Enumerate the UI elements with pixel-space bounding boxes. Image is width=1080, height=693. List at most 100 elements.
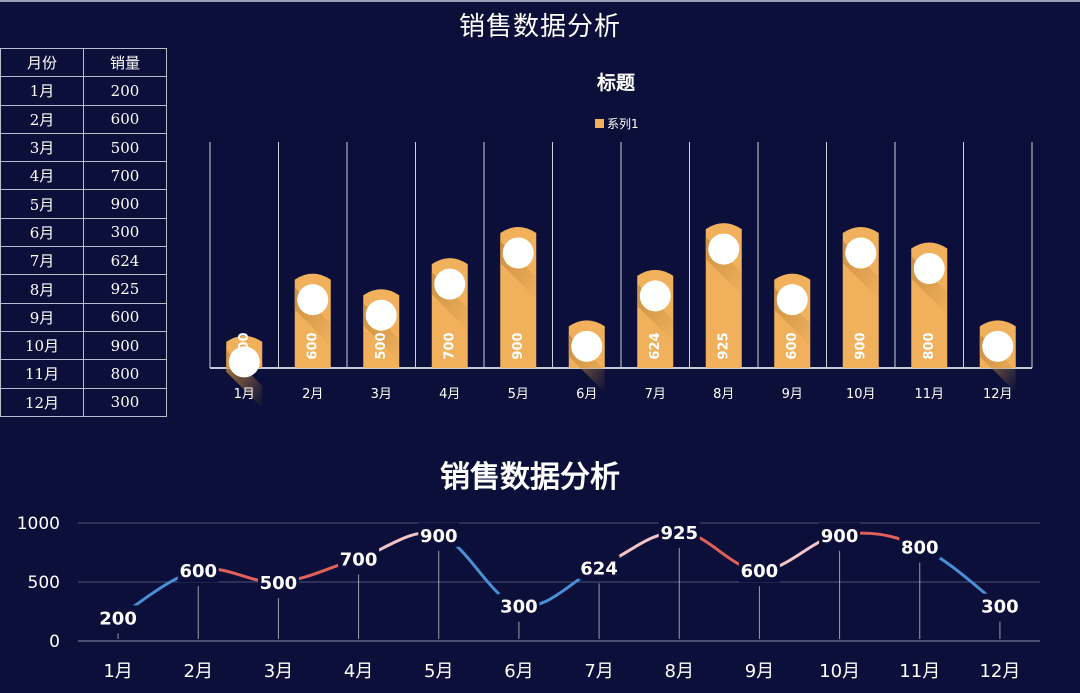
line-x-tick-label: 8月	[665, 661, 694, 682]
bar-x-tick-label: 11月	[914, 387, 944, 402]
line-data-label: 900	[821, 526, 859, 547]
table-row: 5月 900	[0, 189, 167, 219]
page-title: 销售数据分析	[458, 12, 621, 42]
line-data-label: 700	[340, 549, 378, 570]
month-cell: 8月	[0, 274, 84, 304]
data-label-backdrop	[177, 558, 219, 583]
line-x-tick-label: 2月	[184, 661, 213, 682]
line-x-tick-label: 7月	[584, 661, 613, 682]
table-row: 3月 500	[0, 132, 167, 163]
data-label-backdrop	[578, 555, 620, 580]
line-data-label: 624	[580, 558, 618, 579]
bar-marker-circle	[228, 346, 260, 378]
bar-marker-circle	[639, 280, 671, 312]
data-label-backdrop	[819, 522, 861, 547]
month-cell: 2月	[0, 104, 84, 134]
month-cell: 6月	[0, 217, 84, 248]
line-chart: 销售数据分析 0 500 1000 200 1月 600 2月 500 3月 700 4月 900 5月 3…	[17, 460, 1040, 682]
bar-data-label: 900	[853, 332, 868, 359]
table-row: 4月 700	[0, 161, 167, 191]
legend-swatch	[595, 119, 604, 128]
bar-x-tick-label: 5月	[508, 387, 529, 402]
bar-marker-circle	[297, 284, 329, 316]
line-x-tick-label: 4月	[344, 661, 373, 682]
sales-data-table: 月份 销量 1月 200 2月 600 3月 500 4月 700 5月 900 6月 300 7月 62…	[0, 47, 167, 417]
table-row: 10月 900	[0, 330, 167, 361]
month-cell: 9月	[0, 302, 84, 332]
bar-marker-circle	[845, 237, 877, 269]
line-x-tick-label: 1月	[103, 661, 132, 682]
sales-cell: 800	[83, 359, 167, 389]
bar-data-label: 600	[305, 332, 320, 359]
month-cell: 11月	[0, 359, 84, 389]
bar-x-tick-label: 6月	[576, 387, 597, 402]
month-cell: 1月	[0, 76, 84, 106]
line-x-tick-label: 9月	[745, 661, 774, 682]
bar-marker-circle	[708, 233, 740, 265]
data-label-backdrop	[899, 534, 941, 559]
bar-data-label: 800	[922, 332, 937, 359]
sales-cell: 624	[83, 246, 167, 276]
line-data-label: 600	[179, 561, 217, 582]
data-label-backdrop	[658, 519, 700, 544]
table-body: 1月 200 2月 600 3月 500 4月 700 5月 900 6月 300 7月 624 8月 925…	[0, 76, 167, 417]
bar-data-label: 900	[511, 332, 526, 359]
line-data-label: 600	[741, 561, 779, 582]
bar-data-label: 700	[442, 332, 457, 359]
y-tick-label: 500	[28, 573, 60, 593]
data-label-backdrop	[338, 546, 380, 571]
sales-cell: 925	[83, 274, 167, 304]
sales-cell: 500	[83, 132, 167, 163]
table-row: 8月 925	[0, 274, 167, 304]
bar-marker-circle	[982, 330, 1014, 362]
data-label-backdrop	[418, 522, 460, 547]
table-row: 11月 800	[0, 359, 167, 389]
line-data-label: 800	[901, 538, 939, 559]
bar-marker-circle	[365, 299, 397, 331]
sales-cell: 300	[83, 217, 167, 248]
line-x-tick-label: 11月	[899, 661, 940, 682]
line-data-label: 300	[981, 597, 1019, 618]
data-label-backdrop	[257, 570, 299, 594]
bar-x-tick-label: 1月	[234, 387, 255, 402]
data-label-backdrop	[498, 593, 540, 618]
table-header-row: 月份 销量	[0, 47, 167, 78]
bar-marker-circle	[776, 284, 808, 316]
sales-cell: 700	[83, 161, 167, 191]
column-header-month: 月份	[0, 47, 84, 78]
y-tick-label: 1000	[17, 514, 60, 534]
data-label-backdrop	[979, 593, 1021, 618]
legend-label: 系列1	[607, 117, 639, 131]
table-row: 12月 300	[0, 387, 167, 417]
bar-marker-circle	[913, 253, 945, 285]
column-header-sales: 销量	[83, 47, 167, 78]
bar-x-tick-label: 10月	[846, 387, 876, 402]
y-tick-label: 0	[49, 632, 60, 652]
table-row: 2月 600	[0, 104, 167, 134]
month-cell: 12月	[0, 387, 84, 417]
data-label-backdrop	[97, 605, 139, 630]
table-row: 9月 600	[0, 302, 167, 332]
line-data-label: 900	[420, 526, 458, 547]
table-row: 7月 624	[0, 246, 167, 276]
bar-x-tick-label: 7月	[645, 387, 666, 402]
bar-chart: 标题系列12001月6002月5003月7004月9005月3006月6247月…	[209, 72, 1033, 408]
sales-cell: 600	[83, 302, 167, 332]
bar-marker-circle	[502, 237, 534, 269]
bar-marker-circle	[571, 330, 603, 362]
month-cell: 4月	[0, 161, 84, 191]
month-cell: 5月	[0, 189, 84, 219]
bar-data-label: 500	[374, 332, 389, 359]
line-data-label: 200	[99, 608, 137, 629]
table-row: 1月 200	[0, 76, 167, 106]
line-data-label: 300	[500, 597, 538, 618]
data-label-backdrop	[738, 558, 780, 583]
line-data-label: 500	[260, 573, 298, 594]
table-row: 6月 300	[0, 217, 167, 248]
month-cell: 7月	[0, 246, 84, 276]
month-cell: 3月	[0, 132, 84, 163]
bar-data-label: 925	[716, 332, 731, 359]
sales-cell: 300	[83, 387, 167, 417]
top-border-line	[0, 0, 1080, 2]
line-x-tick-label: 12月	[979, 661, 1020, 682]
